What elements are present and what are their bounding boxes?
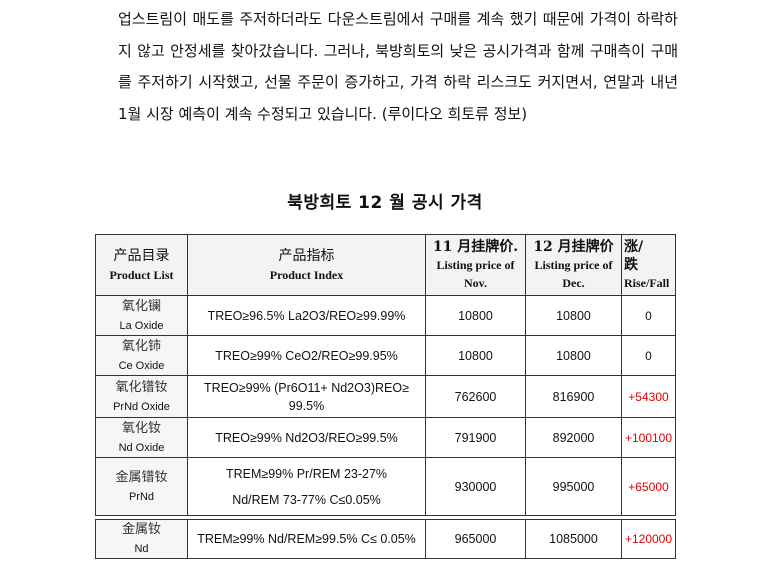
header-row: 产品目录 Product List 产品指标 Product Index 11 …: [95, 234, 676, 296]
header-nov-price: 11 月挂牌价. Listing price of Nov.: [425, 234, 526, 296]
price-change: 0: [621, 295, 676, 336]
price-change: +54300: [621, 375, 676, 418]
header-index: 产品指标 Product Index: [187, 234, 426, 296]
product-index: TREO≥99% CeO2/REO≥99.95%: [187, 335, 426, 376]
price-change: +120000: [621, 519, 676, 559]
header-dec-price: 12 月挂牌价 Listing price of Dec.: [525, 234, 622, 296]
product-name: 氧化钕 Nd Oxide: [95, 417, 188, 458]
price-change: +100100: [621, 417, 676, 458]
body-paragraph: 업스트림이 매도를 주저하더라도 다운스트림에서 구매를 계속 했기 때문에 가…: [118, 10, 678, 123]
table-row: 金属镨钕 PrNd TREM≥99% Pr/REM 23-27% Nd/REM 7…: [95, 457, 676, 516]
dec-price: 10800: [525, 335, 622, 376]
table-heading: 북방희토 12 월 공시 가격: [287, 193, 483, 213]
product-name: 氧化镨钕 PrNd Oxide: [95, 375, 188, 418]
header-product: 产品目录 Product List: [95, 234, 188, 296]
nov-price: 10800: [425, 295, 526, 336]
table-row: 金属钕 Nd TREM≥99% Nd/REM≥99.5% C≤ 0.05% 965…: [95, 519, 676, 559]
nov-price: 762600: [425, 375, 526, 418]
price-change: 0: [621, 335, 676, 376]
table-row: 氧化铈 Ce Oxide TREO≥99% CeO2/REO≥99.95% 108…: [95, 335, 676, 376]
dec-price: 1085000: [525, 519, 622, 559]
price-change: +65000: [621, 457, 676, 516]
product-name: 金属钕 Nd: [95, 519, 188, 559]
product-index: TREO≥99% Nd2O3/REO≥99.5%: [187, 417, 426, 458]
table-row: 氧化镧 La Oxide TREO≥96.5% La2O3/REO≥99.99% …: [95, 295, 676, 336]
header-change: 涨/ 跌 Rise/Fall: [621, 234, 676, 296]
nov-price: 930000: [425, 457, 526, 516]
product-name: 氧化铈 Ce Oxide: [95, 335, 188, 376]
product-index: TREO≥96.5% La2O3/REO≥99.99%: [187, 295, 426, 336]
product-name: 金属镨钕 PrNd: [95, 457, 188, 516]
nov-price: 791900: [425, 417, 526, 458]
dec-price: 816900: [525, 375, 622, 418]
dec-price: 892000: [525, 417, 622, 458]
product-index: TREO≥99% (Pr6O11+ Nd2O3)REO≥ 99.5%: [187, 375, 426, 418]
price-table: 产品目录 Product List 产品指标 Product Index 11 …: [95, 234, 676, 559]
product-index: TREM≥99% Nd/REM≥99.5% C≤ 0.05%: [187, 519, 426, 559]
table-row: 氧化钕 Nd Oxide TREO≥99% Nd2O3/REO≥99.5% 791…: [95, 417, 676, 458]
nov-price: 10800: [425, 335, 526, 376]
dec-price: 995000: [525, 457, 622, 516]
nov-price: 965000: [425, 519, 526, 559]
product-name: 氧化镧 La Oxide: [95, 295, 188, 336]
dec-price: 10800: [525, 295, 622, 336]
product-index: TREM≥99% Pr/REM 23-27% Nd/REM 73-77% C≤0…: [187, 457, 426, 516]
table-row: 氧化镨钕 PrNd Oxide TREO≥99% (Pr6O11+ Nd2O3)R…: [95, 375, 676, 418]
